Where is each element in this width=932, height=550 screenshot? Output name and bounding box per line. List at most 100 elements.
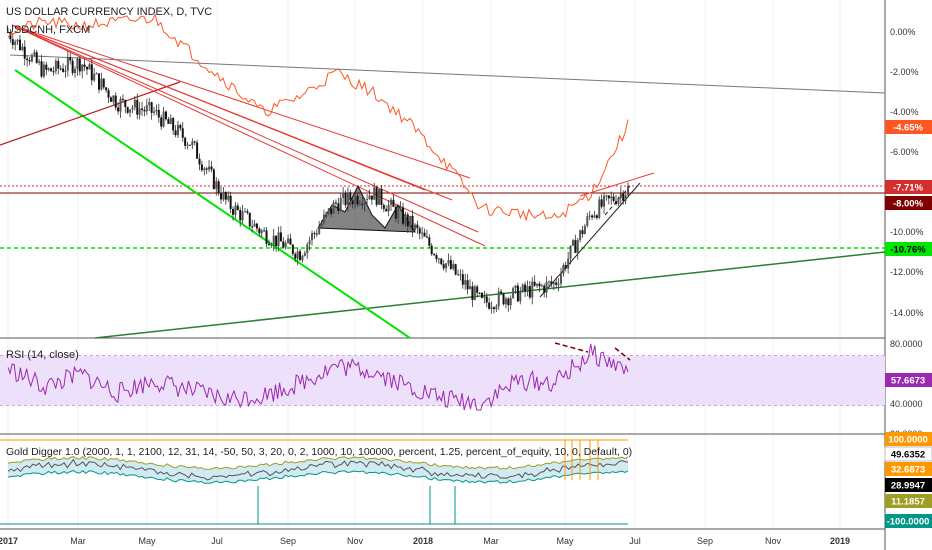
time-axis-label: Sep <box>280 536 296 546</box>
candle-body <box>114 95 117 108</box>
candle-body <box>488 302 491 309</box>
candle-body <box>215 181 218 189</box>
candle-body <box>50 68 53 72</box>
candle-body <box>571 240 574 246</box>
candle-body <box>466 280 469 290</box>
candle-body <box>536 283 539 286</box>
candle-body <box>605 195 608 197</box>
candle-body <box>440 258 443 265</box>
candle-body <box>375 187 378 205</box>
candle-body <box>232 208 235 215</box>
indicator-value-badge-text: -100.0000 <box>887 517 930 528</box>
candle-body <box>279 232 282 242</box>
candle-body <box>169 118 172 124</box>
time-axis-label: May <box>556 536 574 546</box>
candle-body <box>14 41 17 45</box>
candle-body <box>550 281 553 285</box>
fan-line-red <box>11 24 471 179</box>
candle-body <box>301 255 304 261</box>
candle-body <box>545 281 548 293</box>
indicator-upper-line <box>7 456 629 470</box>
candle-body <box>117 107 120 112</box>
candle-body <box>502 293 505 305</box>
candle-body <box>495 306 498 310</box>
candle-body <box>581 230 584 235</box>
time-axis-label: Nov <box>765 536 782 546</box>
time-axis[interactable]: 2017 Mar May Jul Sep Nov 2018 Mar May Jul Sep Nov 20… <box>0 536 850 546</box>
candle-body <box>172 118 175 131</box>
candle-body <box>52 71 55 73</box>
candle-body <box>332 202 335 214</box>
candle-body <box>337 203 340 212</box>
candle-body <box>394 206 397 219</box>
candle-body <box>93 73 96 81</box>
candle-body <box>136 99 139 115</box>
candle-body <box>509 298 512 306</box>
candle-body <box>88 64 91 70</box>
indicator-value-badge-text: 28.9947 <box>891 481 925 492</box>
candle-body <box>200 164 203 171</box>
main-price-pane[interactable] <box>0 13 886 339</box>
candle-body <box>378 189 381 205</box>
candle-body <box>11 39 14 45</box>
candle-body <box>564 265 567 269</box>
main-price-badge-text: -7.71% <box>893 183 924 194</box>
trendline-darkred <box>0 81 181 146</box>
rsi-pane[interactable] <box>0 342 885 411</box>
indicator-value-badge-text: 49.6352 <box>891 450 925 461</box>
candle-body <box>148 102 151 106</box>
candle-body <box>263 230 266 232</box>
candle-body <box>619 193 622 198</box>
candle-body <box>57 60 60 69</box>
compare-series-line <box>7 13 629 222</box>
candle-body <box>612 196 615 201</box>
gold-digger-pane[interactable] <box>0 439 629 525</box>
price-axis-label: -4.00% <box>890 107 919 117</box>
candle-body <box>339 197 342 212</box>
candle-body <box>18 39 21 50</box>
candle-body <box>413 224 416 231</box>
candle-body <box>344 192 347 206</box>
candle-body <box>557 283 560 285</box>
time-axis-label: Nov <box>347 536 364 546</box>
candle-body <box>289 238 292 245</box>
candle-body <box>294 253 297 259</box>
indicator-value-badge <box>885 478 932 492</box>
price-axis-label: -6.00% <box>890 147 919 157</box>
candle-body <box>224 192 227 200</box>
rsi-line <box>7 343 629 411</box>
candle-body <box>315 233 318 235</box>
candle-body <box>574 240 577 253</box>
candle-body <box>275 235 278 247</box>
candle-body <box>16 39 19 42</box>
candle-body <box>246 211 249 213</box>
candle-body <box>277 232 280 247</box>
candle-body <box>538 283 541 287</box>
candle-body <box>109 97 112 102</box>
candle-body <box>28 59 31 62</box>
candle-body <box>21 46 24 50</box>
candle-body <box>186 144 189 146</box>
candle-body <box>184 137 187 146</box>
indicator-value-badge <box>885 514 932 528</box>
candle-body <box>370 195 373 200</box>
candle-body <box>528 286 531 298</box>
main-price-badge-text: -4.65% <box>893 123 924 134</box>
candle-body <box>526 286 529 292</box>
indicator-lower-line <box>7 470 629 484</box>
candle-body <box>203 168 206 171</box>
time-axis-label: Jul <box>211 536 223 546</box>
candle-body <box>282 241 285 248</box>
indicator-value-badge <box>885 462 932 476</box>
candle-body <box>430 245 433 255</box>
candle-body <box>81 64 84 72</box>
trendline-green <box>14 69 411 339</box>
time-axis-label: Jul <box>629 536 641 546</box>
candle-body <box>385 208 388 212</box>
candle-body <box>361 203 364 205</box>
pane-separators <box>0 0 886 550</box>
candle-body <box>306 244 309 254</box>
candle-body <box>318 227 321 235</box>
price-badges: -4.65% -7.71% -8.00% -10.76% 57.6673 100.0000… <box>884 120 932 528</box>
candle-body <box>35 52 38 63</box>
